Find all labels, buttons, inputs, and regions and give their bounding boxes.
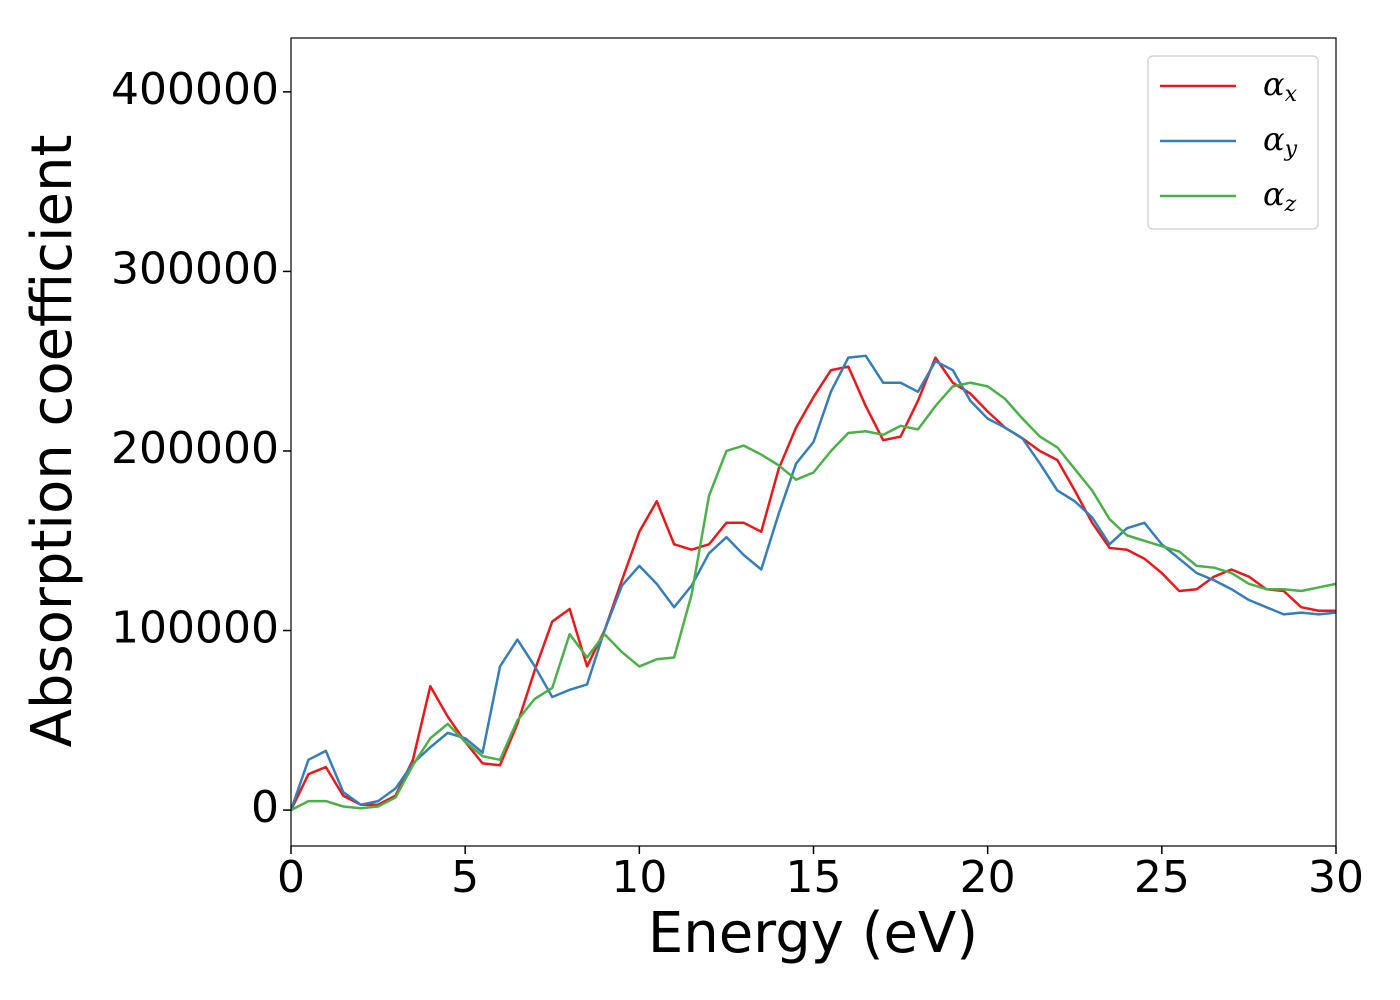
x-tick-label: 15 [786,852,842,903]
y-tick-label: 200000 [111,423,279,474]
data-line [291,381,1336,812]
legend-label: αy [1263,120,1298,163]
y-tick-label: 100000 [111,603,279,654]
legend-label: αz [1263,175,1297,218]
y-tick-label: 400000 [111,64,279,115]
legend-label: αx [1263,65,1298,108]
x-tick-label: 0 [277,852,305,903]
y-tick-label: 300000 [111,243,279,294]
x-tick-label: 25 [1134,852,1190,903]
y-tick-label: 0 [251,782,279,833]
x-tick-label: 30 [1308,852,1364,903]
plot-frame [290,37,1337,847]
x-axis-label: Energy (eV) [648,901,978,966]
x-tick-label: 20 [960,852,1016,903]
x-tick-label: 5 [451,852,479,903]
legend-box [1147,55,1319,230]
data-line [291,356,1336,811]
y-axis-label: Absorption coefficient [20,135,85,748]
data-line [291,354,1336,811]
x-tick-label: 10 [611,852,667,903]
